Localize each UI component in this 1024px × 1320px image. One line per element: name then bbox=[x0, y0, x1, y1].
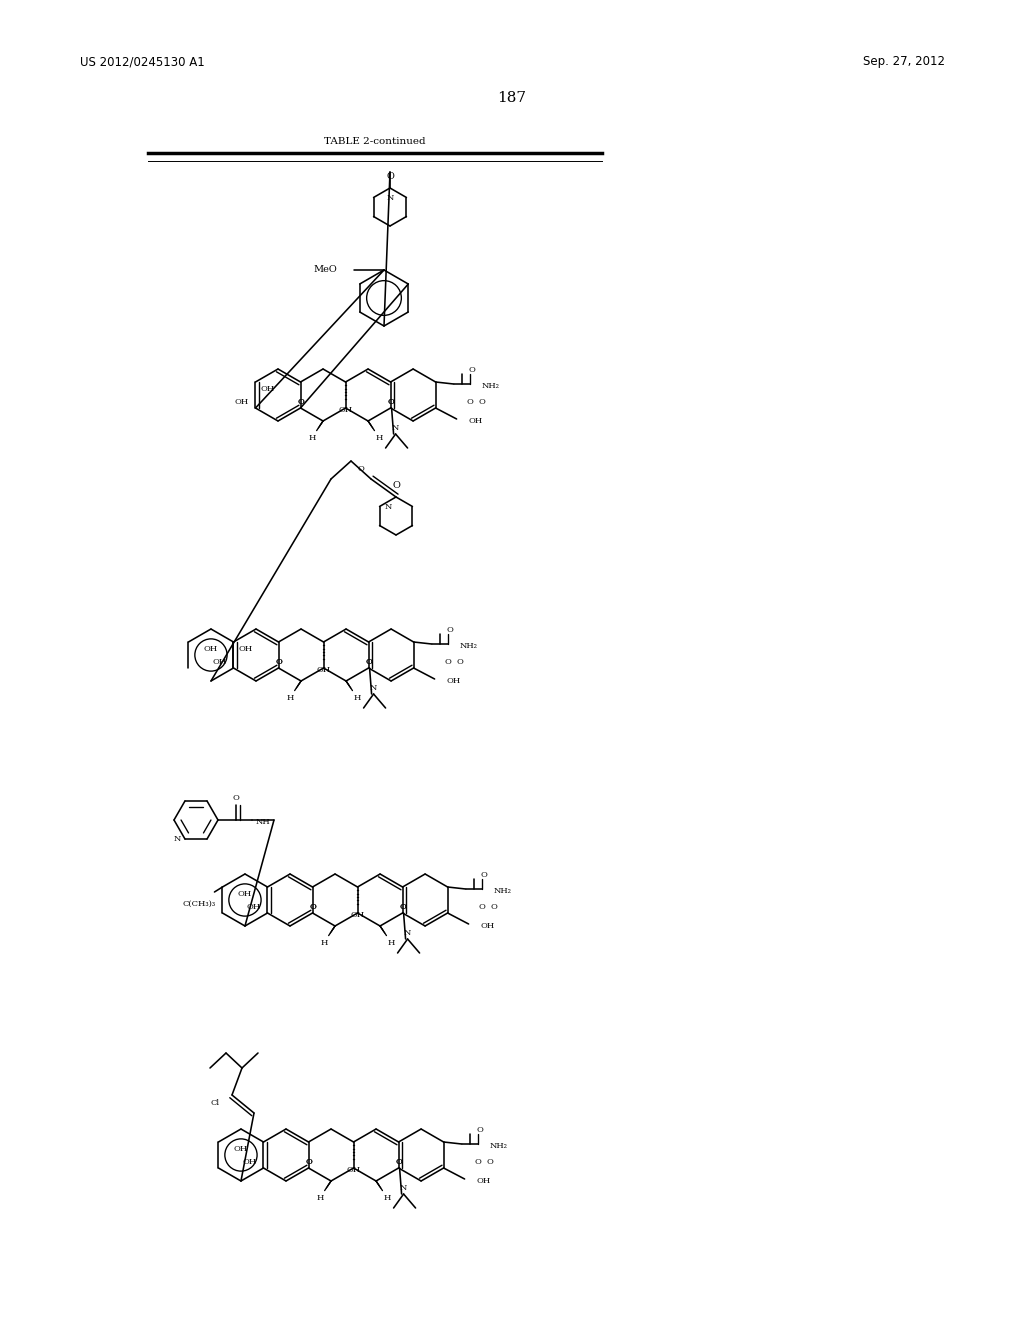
Text: O: O bbox=[387, 399, 394, 407]
Text: O: O bbox=[275, 657, 282, 667]
Text: H: H bbox=[383, 1195, 391, 1203]
Text: Cl: Cl bbox=[211, 1100, 220, 1107]
Text: O: O bbox=[478, 903, 485, 911]
Text: O: O bbox=[297, 399, 304, 407]
Text: O: O bbox=[305, 1158, 312, 1166]
Text: TABLE 2-continued: TABLE 2-continued bbox=[325, 137, 426, 147]
Text: O: O bbox=[476, 1126, 483, 1134]
Text: O: O bbox=[478, 399, 485, 407]
Text: OH: OH bbox=[247, 903, 261, 911]
Text: NH₂: NH₂ bbox=[460, 642, 477, 649]
Text: O: O bbox=[468, 366, 475, 374]
Text: H: H bbox=[287, 694, 294, 702]
Text: N: N bbox=[370, 684, 377, 692]
Text: OH: OH bbox=[233, 1144, 248, 1152]
Text: OH: OH bbox=[261, 385, 275, 393]
Text: O: O bbox=[474, 1158, 481, 1166]
Text: OH: OH bbox=[350, 911, 365, 919]
Text: O: O bbox=[366, 657, 372, 667]
Text: Sep. 27, 2012: Sep. 27, 2012 bbox=[863, 55, 945, 69]
Text: OH: OH bbox=[316, 667, 331, 675]
Text: NH₂: NH₂ bbox=[481, 381, 500, 389]
Text: NH₂: NH₂ bbox=[489, 1142, 508, 1150]
Text: OH: OH bbox=[480, 921, 495, 931]
Text: N: N bbox=[392, 424, 399, 432]
Text: O: O bbox=[490, 903, 497, 911]
Text: O: O bbox=[399, 903, 407, 911]
Text: OH: OH bbox=[346, 1166, 360, 1173]
Text: O: O bbox=[297, 399, 304, 407]
Text: N: N bbox=[386, 194, 393, 202]
Text: O: O bbox=[386, 172, 394, 181]
Text: OH: OH bbox=[243, 1158, 257, 1166]
Text: O: O bbox=[456, 657, 463, 667]
Text: O: O bbox=[309, 903, 316, 911]
Text: O: O bbox=[399, 903, 407, 911]
Text: H: H bbox=[387, 939, 395, 946]
Text: O: O bbox=[466, 399, 473, 407]
Text: O: O bbox=[357, 465, 365, 473]
Text: MeO: MeO bbox=[313, 265, 337, 275]
Text: O: O bbox=[486, 1158, 493, 1166]
Text: OH: OH bbox=[239, 645, 253, 653]
Text: H: H bbox=[321, 939, 328, 946]
Text: O: O bbox=[305, 1158, 312, 1166]
Text: OH: OH bbox=[446, 677, 461, 685]
Text: OH: OH bbox=[234, 399, 249, 407]
Text: O: O bbox=[446, 626, 453, 634]
Text: NH₂: NH₂ bbox=[494, 887, 512, 895]
Text: O: O bbox=[366, 657, 372, 667]
Text: OH: OH bbox=[238, 890, 252, 898]
Text: OH: OH bbox=[212, 657, 226, 667]
Text: 187: 187 bbox=[498, 91, 526, 106]
Text: N: N bbox=[174, 836, 181, 843]
Text: O: O bbox=[387, 399, 394, 407]
Text: H: H bbox=[316, 1195, 324, 1203]
Text: H: H bbox=[353, 694, 360, 702]
Text: O: O bbox=[232, 795, 240, 803]
Text: O: O bbox=[395, 1158, 402, 1166]
Text: O: O bbox=[309, 903, 316, 911]
Text: OH: OH bbox=[476, 1177, 490, 1185]
Text: O: O bbox=[444, 657, 451, 667]
Text: H: H bbox=[308, 434, 315, 442]
Text: N: N bbox=[384, 503, 392, 511]
Text: C(CH₃)₃: C(CH₃)₃ bbox=[183, 900, 216, 908]
Text: N: N bbox=[403, 929, 412, 937]
Text: OH: OH bbox=[338, 407, 352, 414]
Text: OH: OH bbox=[469, 417, 483, 425]
Text: NH: NH bbox=[256, 818, 270, 826]
Text: O: O bbox=[275, 657, 282, 667]
Text: O: O bbox=[392, 480, 400, 490]
Text: O: O bbox=[395, 1158, 402, 1166]
Text: OH: OH bbox=[204, 645, 218, 653]
Text: US 2012/0245130 A1: US 2012/0245130 A1 bbox=[80, 55, 205, 69]
Text: H: H bbox=[376, 434, 383, 442]
Text: N: N bbox=[400, 1184, 408, 1192]
Text: O: O bbox=[480, 871, 487, 879]
